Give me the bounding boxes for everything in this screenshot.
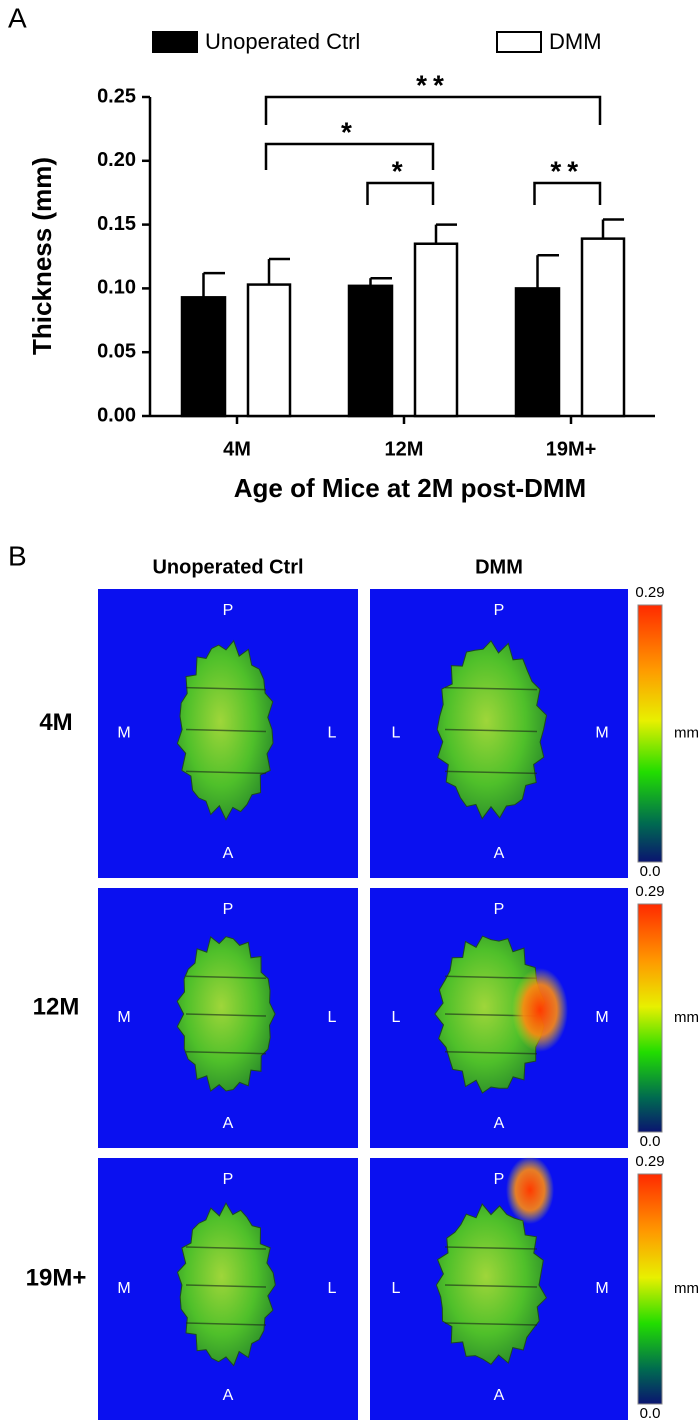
colorbar-max: 0.29 [635,1153,664,1170]
orientation-label: P [223,901,234,918]
surface-artifact [185,975,267,980]
row-label: 19M+ [26,1264,87,1291]
y-tick-label: 0.25 [97,85,136,107]
orientation-label: M [117,725,130,742]
bar [413,242,459,418]
surface-artifact [444,1322,538,1326]
orientation-label: M [117,1280,130,1297]
significance-label: ** [416,69,450,100]
y-tick-label: 0.15 [97,213,136,235]
x-tick-label: 4M [223,438,251,460]
x-axis-title: Age of Mice at 2M post-DMM [234,473,586,503]
surface-artifact [444,1050,538,1055]
surface-artifact [444,975,538,980]
panel-label: A [8,2,27,33]
orientation-label: A [494,845,505,862]
surface-artifact [185,1050,267,1055]
bar [180,296,227,418]
orientation-label: A [223,1387,234,1404]
orientation-label: L [392,1280,401,1297]
row-label: 12M [33,993,80,1020]
orientation-label: P [494,901,505,918]
x-tick-label: 19M+ [546,438,597,460]
orientation-label: L [328,1009,337,1026]
orientation-label: M [117,1009,130,1026]
colorbar [637,903,663,1133]
orientation-label: A [494,1115,505,1132]
colorbar-unit: mm [674,724,699,741]
legend-label: DMM [549,29,602,54]
surface-artifact [185,686,267,691]
legend-label: Unoperated Ctrl [205,29,360,54]
significance-bracket [366,181,435,205]
colorbar-unit: mm [674,1280,699,1297]
y-tick-label: 0.05 [97,340,136,362]
column-header: DMM [475,556,523,578]
bar [246,283,292,418]
x-tick-label: 12M [385,438,424,460]
significance-bracket [533,181,602,205]
orientation-label: P [494,1171,505,1188]
surface-artifact [185,1246,267,1250]
cartilage-surface [436,639,548,820]
column-header: Unoperated Ctrl [152,556,303,578]
colorbar-max: 0.29 [635,883,664,900]
y-tick-label: 0.00 [97,404,136,426]
panel-label: B [8,540,27,571]
surface-artifact [185,770,267,775]
surface-artifact [444,1284,538,1288]
bar [514,287,561,418]
orientation-label: M [595,1009,608,1026]
colorbar-min: 0.0 [640,1405,661,1422]
surface-artifact [185,1013,267,1017]
orientation-label: L [392,725,401,742]
orientation-label: M [595,725,608,742]
surface-artifact [444,1246,538,1250]
orientation-label: M [595,1280,608,1297]
orientation-label: A [223,845,234,862]
y-tick-label: 0.20 [97,149,136,171]
colorbar [637,1173,663,1405]
orientation-label: P [494,602,505,619]
orientation-label: L [328,725,337,742]
surface-artifact [185,1322,267,1326]
surface-artifact [185,728,267,733]
significance-bracket [264,95,602,125]
colorbar-min: 0.0 [640,1133,661,1150]
significance-label: * [392,155,409,186]
colorbar-max: 0.29 [635,584,664,601]
colorbar-min: 0.0 [640,863,661,880]
orientation-label: L [328,1280,337,1297]
orientation-label: A [223,1115,234,1132]
legend-swatch [152,31,198,53]
orientation-label: L [392,1009,401,1026]
colorbar [637,604,663,863]
hot-spot [512,968,568,1052]
y-tick-label: 0.10 [97,277,136,299]
orientation-label: P [223,1171,234,1188]
y-axis-title: Thickness (mm) [27,157,57,355]
hot-spot [506,1156,554,1224]
surface-artifact [444,728,538,733]
bar [580,237,626,418]
significance-bracket [264,142,435,170]
surface-artifact [444,686,538,691]
significance-label: * [341,116,358,147]
surface-artifact [444,770,538,775]
significance-label: ** [550,155,584,186]
colorbar-unit: mm [674,1009,699,1026]
row-label: 4M [39,709,72,736]
orientation-label: A [494,1387,505,1404]
legend-swatch [496,31,542,53]
surface-artifact [185,1284,267,1288]
orientation-label: P [223,602,234,619]
bar [347,284,394,418]
